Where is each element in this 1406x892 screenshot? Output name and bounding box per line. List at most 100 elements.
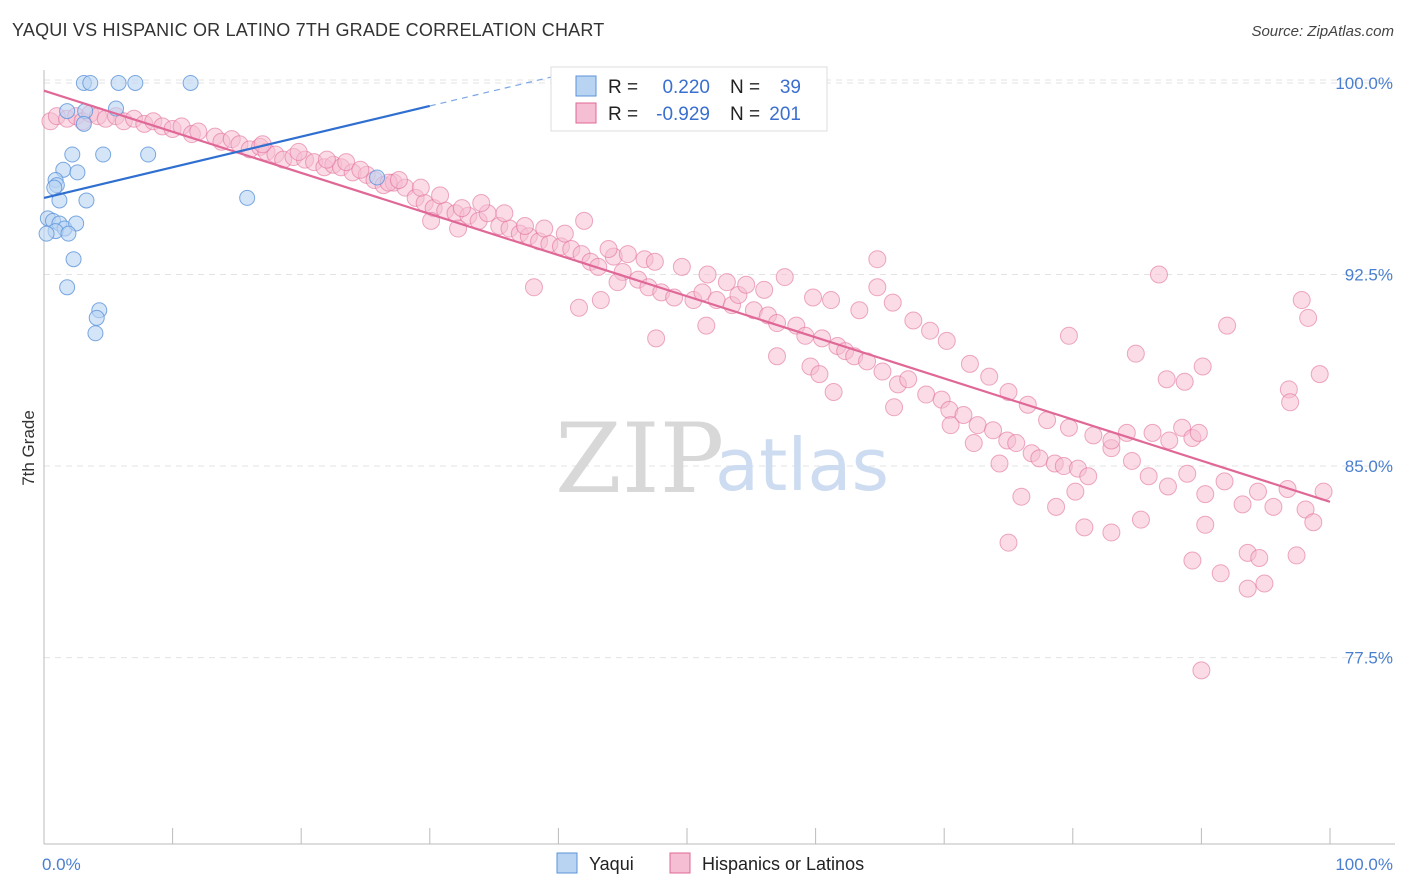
hispanic-point	[599, 239, 618, 258]
legend-swatch-yaqui	[575, 75, 597, 97]
hispanic-point	[868, 250, 887, 269]
hispanic-point	[1059, 418, 1078, 437]
hispanic-point	[1149, 265, 1168, 284]
hispanic-point	[755, 280, 774, 299]
x-tick-labels: 0.0% 100.0%	[42, 855, 1393, 874]
hispanic-point	[999, 382, 1018, 401]
hispanic-point	[645, 252, 664, 271]
yaqui-point	[127, 74, 144, 91]
hispanic-point	[389, 171, 408, 190]
hispanic-point	[1175, 372, 1194, 391]
hispanic-point	[1066, 482, 1085, 501]
yaqui-point	[182, 74, 199, 91]
legend-swatch-hispanic	[575, 102, 597, 124]
hispanic-point	[921, 321, 940, 340]
hispanic-point	[1183, 551, 1202, 570]
hispanic-point	[569, 298, 588, 317]
hispanic-point	[717, 273, 736, 292]
yaqui-points	[38, 74, 386, 342]
y-tick-label-0: 100.0%	[1335, 74, 1393, 93]
hispanic-point	[1047, 497, 1066, 516]
hispanic-point	[1102, 523, 1121, 542]
hispanic-point	[1084, 426, 1103, 445]
hispanic-point	[1192, 661, 1211, 680]
bottom-legend-swatch-yaqui	[556, 852, 578, 874]
hispanic-point	[1238, 579, 1257, 598]
hispanic-point	[351, 160, 370, 179]
hispanic-point	[1299, 308, 1318, 327]
hispanic-point	[885, 398, 904, 417]
hispanic-point	[1160, 431, 1179, 450]
yaqui-point	[60, 225, 77, 242]
watermark-zip: ZIP	[555, 403, 724, 515]
hispanic-point	[411, 178, 430, 197]
yaqui-point	[75, 115, 92, 132]
hispanic-point	[1218, 316, 1237, 335]
legend-n-label-2: N =	[730, 104, 760, 125]
yaqui-point	[69, 164, 86, 181]
chart-title: YAQUI VS HISPANIC OR LATINO 7TH GRADE CO…	[12, 20, 605, 40]
hispanic-point	[1122, 451, 1141, 470]
hispanic-point	[1131, 510, 1150, 529]
hispanic-point	[1264, 497, 1283, 516]
hispanic-point	[1158, 477, 1177, 496]
yaqui-point	[140, 146, 157, 163]
legend-r-value-1: 0.220	[662, 77, 710, 98]
hispanic-point	[289, 142, 308, 161]
hispanic-point	[1007, 434, 1026, 453]
hispanic-point	[968, 416, 987, 435]
hispanic-point	[1143, 423, 1162, 442]
y-tick-label-3: 77.5%	[1345, 649, 1393, 668]
legend-n-value-1: 39	[780, 77, 801, 98]
hispanic-point	[1281, 393, 1300, 412]
hispanic-point	[883, 293, 902, 312]
watermark: ZIP atlas	[555, 403, 889, 515]
hispanic-point	[960, 354, 979, 373]
hispanic-point	[575, 211, 594, 230]
legend-r-label-2: R =	[608, 104, 638, 125]
hispanic-point	[1075, 518, 1094, 537]
hispanic-point	[899, 370, 918, 389]
hispanic-point	[850, 301, 869, 320]
hispanic-point	[868, 278, 887, 297]
y-axis-label: 7th Grade	[19, 410, 38, 486]
bottom-legend-yaqui: Yaqui	[589, 854, 634, 874]
bottom-legend: Yaqui Hispanics or Latinos	[556, 852, 864, 874]
stats-legend: R = 0.220 N = 39 R = -0.929 N = 201	[550, 66, 828, 132]
x-tick-label-min: 0.0%	[42, 855, 81, 874]
gridlines	[44, 79, 1395, 659]
yaqui-point	[87, 325, 104, 342]
hispanic-point	[990, 454, 1009, 473]
hispanic-point	[1287, 546, 1306, 565]
hispanic-point	[647, 329, 666, 348]
hispanic-point	[1030, 449, 1049, 468]
hispanic-point	[737, 275, 756, 294]
hispanic-point	[917, 385, 936, 404]
hispanic-point	[431, 186, 450, 205]
yaqui-point	[38, 225, 55, 242]
hispanic-point	[337, 153, 356, 172]
hispanic-point	[1250, 548, 1269, 567]
hispanic-points	[41, 104, 1333, 680]
hispanic-point	[1255, 574, 1274, 593]
yaqui-point	[95, 146, 112, 163]
legend-r-label-1: R =	[608, 77, 638, 98]
hispanic-point	[472, 194, 491, 213]
hispanic-point	[591, 291, 610, 310]
yaqui-point	[64, 146, 81, 163]
hispanic-point	[822, 291, 841, 310]
hispanic-point	[1248, 482, 1267, 501]
hispanic-point	[1139, 467, 1158, 486]
hispanic-point	[1157, 370, 1176, 389]
hispanic-point	[954, 405, 973, 424]
hispanic-point	[1211, 564, 1230, 583]
yaqui-point	[51, 192, 68, 209]
hispanic-point	[1215, 472, 1234, 491]
legend-r-value-2: -0.929	[656, 104, 710, 125]
hispanic-point	[515, 216, 534, 235]
yaqui-point	[78, 192, 95, 209]
hispanic-point	[980, 367, 999, 386]
hispanic-point	[524, 278, 543, 297]
hispanic-trend-line	[43, 89, 1331, 503]
